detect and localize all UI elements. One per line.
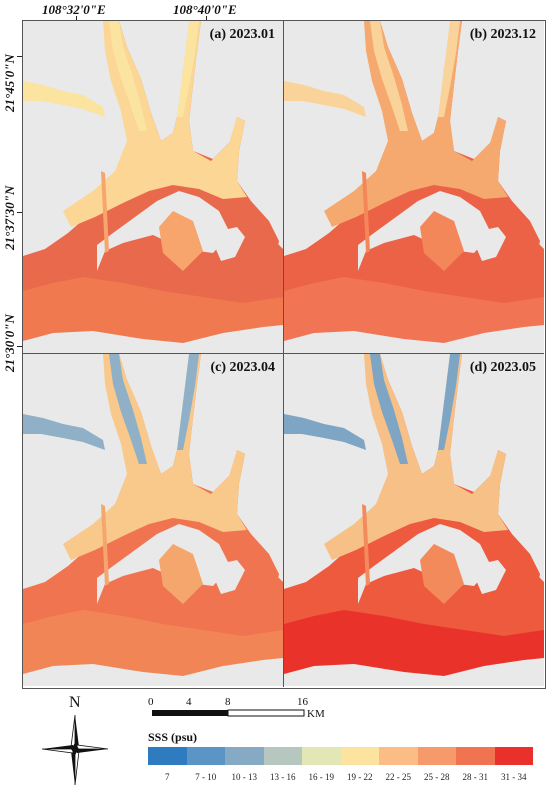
legend-label: 19 - 22 bbox=[347, 772, 373, 782]
legend-swatch bbox=[456, 747, 495, 765]
legend-swatch bbox=[417, 747, 456, 765]
mid-bay-region bbox=[159, 544, 203, 604]
lon-tick-1 bbox=[76, 16, 77, 21]
river-channel bbox=[23, 354, 199, 464]
port-land bbox=[476, 227, 506, 261]
legend-swatch bbox=[148, 747, 187, 765]
dike-line bbox=[101, 504, 109, 586]
map-panel-d: (d) 2023.05 bbox=[284, 354, 544, 686]
mid-bay-region bbox=[420, 544, 464, 604]
legend-swatch bbox=[340, 747, 379, 765]
dike-line bbox=[362, 171, 370, 253]
lat-tick-2 bbox=[17, 212, 22, 213]
lon-tick-2 bbox=[206, 16, 207, 21]
legend-swatch bbox=[186, 747, 225, 765]
legend-item: 7 bbox=[148, 747, 187, 782]
coast-land bbox=[23, 325, 283, 353]
dike-line bbox=[362, 504, 370, 586]
panel-label-b: (b) 2023.12 bbox=[469, 27, 536, 42]
legend-swatch bbox=[302, 747, 341, 765]
coast-land bbox=[284, 325, 544, 353]
port-land bbox=[215, 560, 245, 594]
legend-item: 19 - 22 bbox=[340, 747, 379, 782]
legend-label: 28 - 31 bbox=[462, 772, 489, 782]
lat-label-2: 21°37'30"N bbox=[2, 185, 17, 250]
salinity-map-d bbox=[284, 354, 544, 686]
legend-label: 10 - 13 bbox=[231, 772, 258, 782]
coast-land bbox=[23, 658, 283, 686]
legend-item: 10 - 13 bbox=[225, 747, 264, 782]
legend-item: 28 - 31 bbox=[456, 747, 495, 782]
legend-label: 25 - 28 bbox=[424, 772, 450, 782]
river-channel bbox=[284, 354, 460, 464]
panel-label-d: (d) 2023.05 bbox=[469, 360, 536, 375]
lon-label-1: 108°32'0"E bbox=[42, 2, 106, 17]
legend-label: 7 - 10 bbox=[195, 772, 217, 782]
panel-label-a: (a) 2023.01 bbox=[209, 27, 275, 42]
map-panel-c: (c) 2023.04 bbox=[23, 354, 283, 686]
legend-label: 13 - 16 bbox=[270, 772, 296, 782]
port-land bbox=[476, 560, 506, 594]
scale-tick-4: 4 bbox=[186, 696, 192, 708]
compass-rose-icon bbox=[41, 714, 109, 786]
scale-tick-16: 16 bbox=[297, 696, 308, 708]
panel-label-c: (c) 2023.04 bbox=[210, 360, 275, 375]
legend-label: 31 - 34 bbox=[501, 772, 527, 782]
scale-bar bbox=[152, 709, 305, 717]
legend-label: 22 - 25 bbox=[385, 772, 412, 782]
upper-bay-region bbox=[324, 354, 508, 560]
upper-bay-region bbox=[324, 21, 508, 227]
scale-tick-0: 0 bbox=[148, 696, 154, 708]
legend-swatch bbox=[494, 747, 533, 765]
legend-item: 25 - 28 bbox=[417, 747, 456, 782]
scale-tick-8: 8 bbox=[225, 696, 231, 708]
map-panel-a: (a) 2023.01 bbox=[23, 21, 283, 353]
lon-label-2: 108°40'0"E bbox=[173, 2, 237, 17]
legend-label: 7 bbox=[165, 772, 170, 782]
river-channel bbox=[284, 21, 460, 131]
upper-bay-region bbox=[63, 21, 247, 227]
mid-bay-region bbox=[420, 211, 464, 271]
river-channel bbox=[23, 21, 199, 131]
scale-unit: KM bbox=[307, 708, 325, 720]
legend-title: SSS (psu) bbox=[148, 730, 198, 744]
salinity-map-a bbox=[23, 21, 283, 353]
salinity-map-c bbox=[23, 354, 283, 686]
coast-land bbox=[284, 658, 544, 686]
legend-item: 7 - 10 bbox=[186, 747, 225, 782]
salinity-map-b bbox=[284, 21, 544, 353]
lat-tick-3 bbox=[17, 346, 22, 347]
map-panels bbox=[22, 20, 546, 689]
legend-swatch bbox=[225, 747, 264, 765]
legend-item: 31 - 34 bbox=[494, 747, 533, 782]
mid-bay-region bbox=[159, 211, 203, 271]
upper-bay-region bbox=[63, 354, 247, 560]
port-land bbox=[215, 227, 245, 261]
legend-item: 16 - 19 bbox=[302, 747, 341, 782]
lat-tick-1 bbox=[17, 56, 22, 57]
legend: 7 7 - 10 10 - 13 13 - 16 16 - 19 19 - 22 22 - … bbox=[148, 747, 533, 782]
lat-label-1: 21°45'0"N bbox=[2, 54, 17, 112]
north-letter: N bbox=[69, 694, 81, 711]
map-panel-b: (b) 2023.12 bbox=[284, 21, 544, 353]
legend-swatch bbox=[379, 747, 418, 765]
legend-label: 16 - 19 bbox=[308, 772, 335, 782]
legend-item: 22 - 25 bbox=[379, 747, 418, 782]
legend-swatch bbox=[263, 747, 302, 765]
dike-line bbox=[101, 171, 109, 253]
panel-divider-horizontal bbox=[22, 353, 544, 354]
lat-label-3: 21°30'0"N bbox=[2, 314, 17, 372]
legend-item: 13 - 16 bbox=[263, 747, 302, 782]
